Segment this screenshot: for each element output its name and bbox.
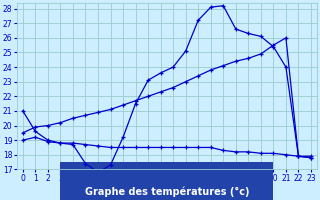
X-axis label: Graphe des températures (°c): Graphe des températures (°c) xyxy=(85,187,249,197)
